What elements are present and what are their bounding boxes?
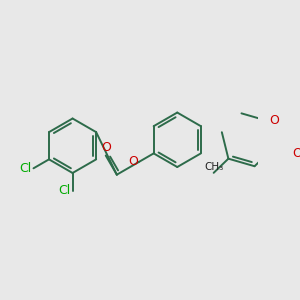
Text: CH₃: CH₃ [204,162,223,172]
Text: Cl: Cl [20,162,32,175]
Text: O: O [128,155,138,168]
Text: O: O [101,141,111,154]
Text: Cl: Cl [58,184,71,197]
Text: O: O [292,147,300,160]
Text: O: O [269,114,279,128]
